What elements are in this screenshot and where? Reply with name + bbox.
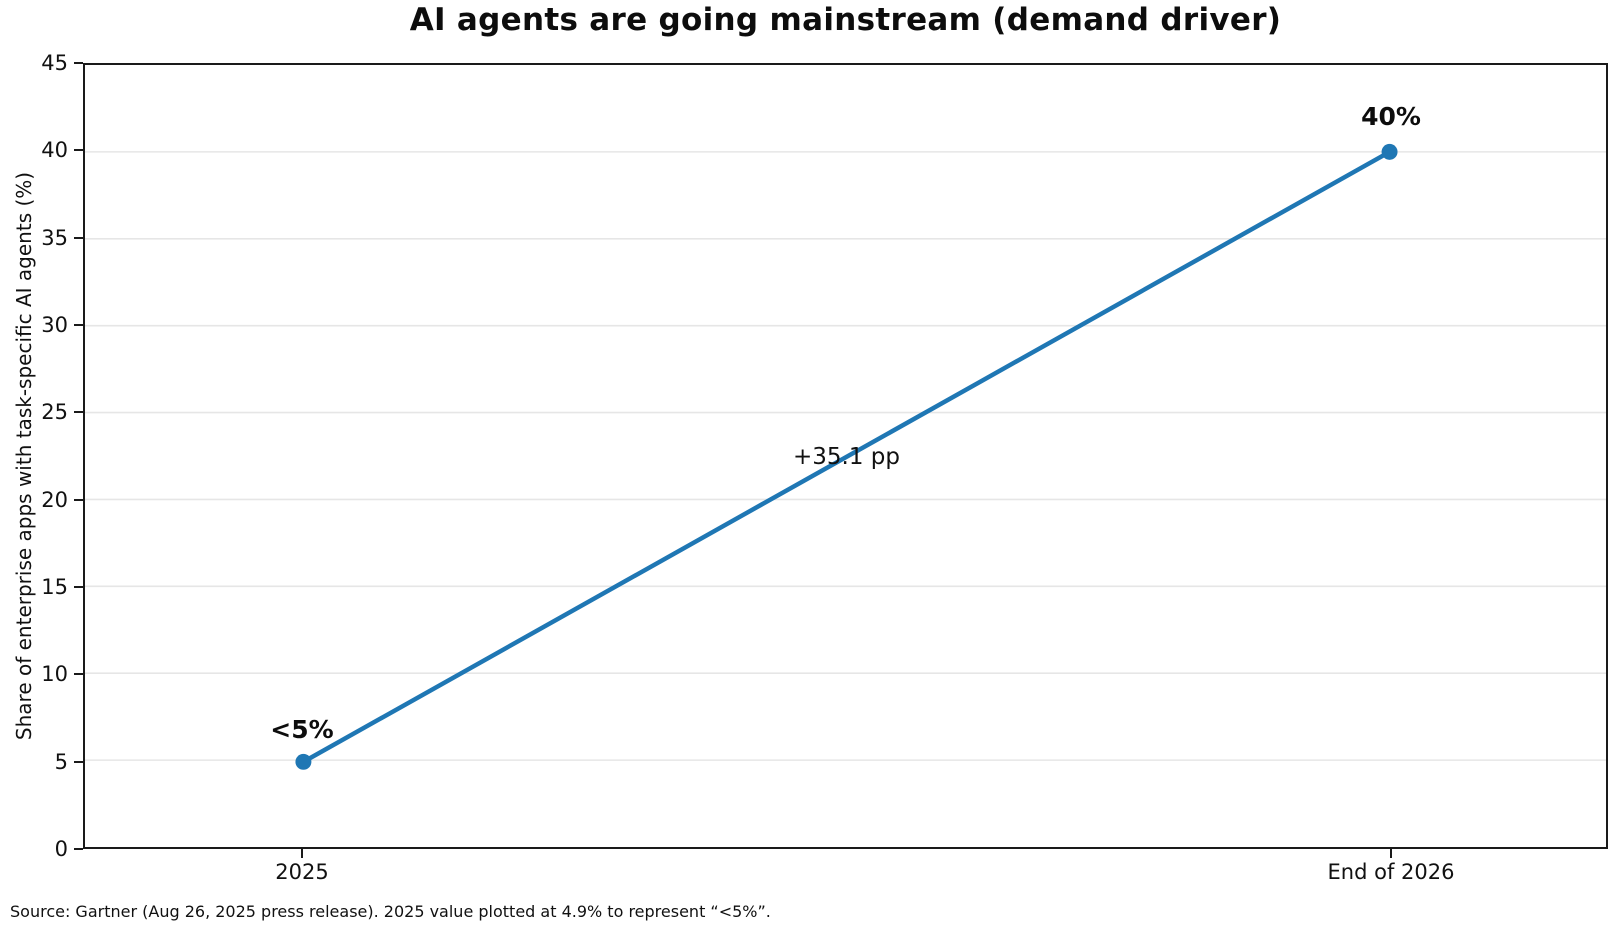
- y-tick-mark-0: [74, 848, 83, 850]
- y-tick-mark-20: [74, 498, 83, 501]
- y-tick-mark-5: [74, 760, 83, 763]
- x-tick-mark-0: [300, 849, 303, 858]
- y-tick-mark-30: [74, 324, 83, 326]
- plot-area: [83, 63, 1608, 849]
- y-tick-mark-40: [74, 149, 83, 152]
- y-tick-label-5: 5: [54, 749, 68, 774]
- point-value-label-1: 40%: [1361, 102, 1421, 132]
- y-tick-label-0: 0: [54, 837, 68, 861]
- y-tick-label-10: 10: [41, 662, 68, 687]
- y-tick-label-40: 40: [41, 138, 68, 163]
- y-tick-mark-15: [74, 586, 83, 588]
- x-tick-mark-1: [1389, 849, 1392, 858]
- y-tick-mark-25: [74, 411, 83, 414]
- series-line: [301, 149, 1392, 765]
- y-axis-label: Share of enterprise apps with task-speci…: [12, 171, 36, 741]
- y-tick-mark-35: [74, 236, 83, 239]
- y-tick-label-25: 25: [41, 400, 68, 425]
- data-point-End of 2026: [1381, 143, 1398, 160]
- y-tick-label-20: 20: [41, 487, 68, 512]
- y-tick-label-15: 15: [41, 575, 68, 599]
- y-tick-label-30: 30: [41, 313, 68, 337]
- data-point-2025: [295, 753, 312, 770]
- x-tick-label-0: 2025: [275, 860, 329, 884]
- chart-title: AI agents are going mainstream (demand d…: [409, 2, 1282, 38]
- chart-svg: [85, 143, 1606, 770]
- y-tick-label-35: 35: [41, 225, 68, 250]
- y-tick-mark-10: [74, 673, 83, 676]
- point-value-label-0: <5%: [270, 715, 334, 745]
- delta-annotation: +35.1 pp: [792, 443, 900, 470]
- x-tick-label-1: End of 2026: [1327, 860, 1455, 884]
- source-note: Source: Gartner (Aug 26, 2025 press rele…: [10, 902, 771, 921]
- y-tick-label-45: 45: [41, 51, 68, 75]
- y-tick-mark-45: [74, 62, 83, 64]
